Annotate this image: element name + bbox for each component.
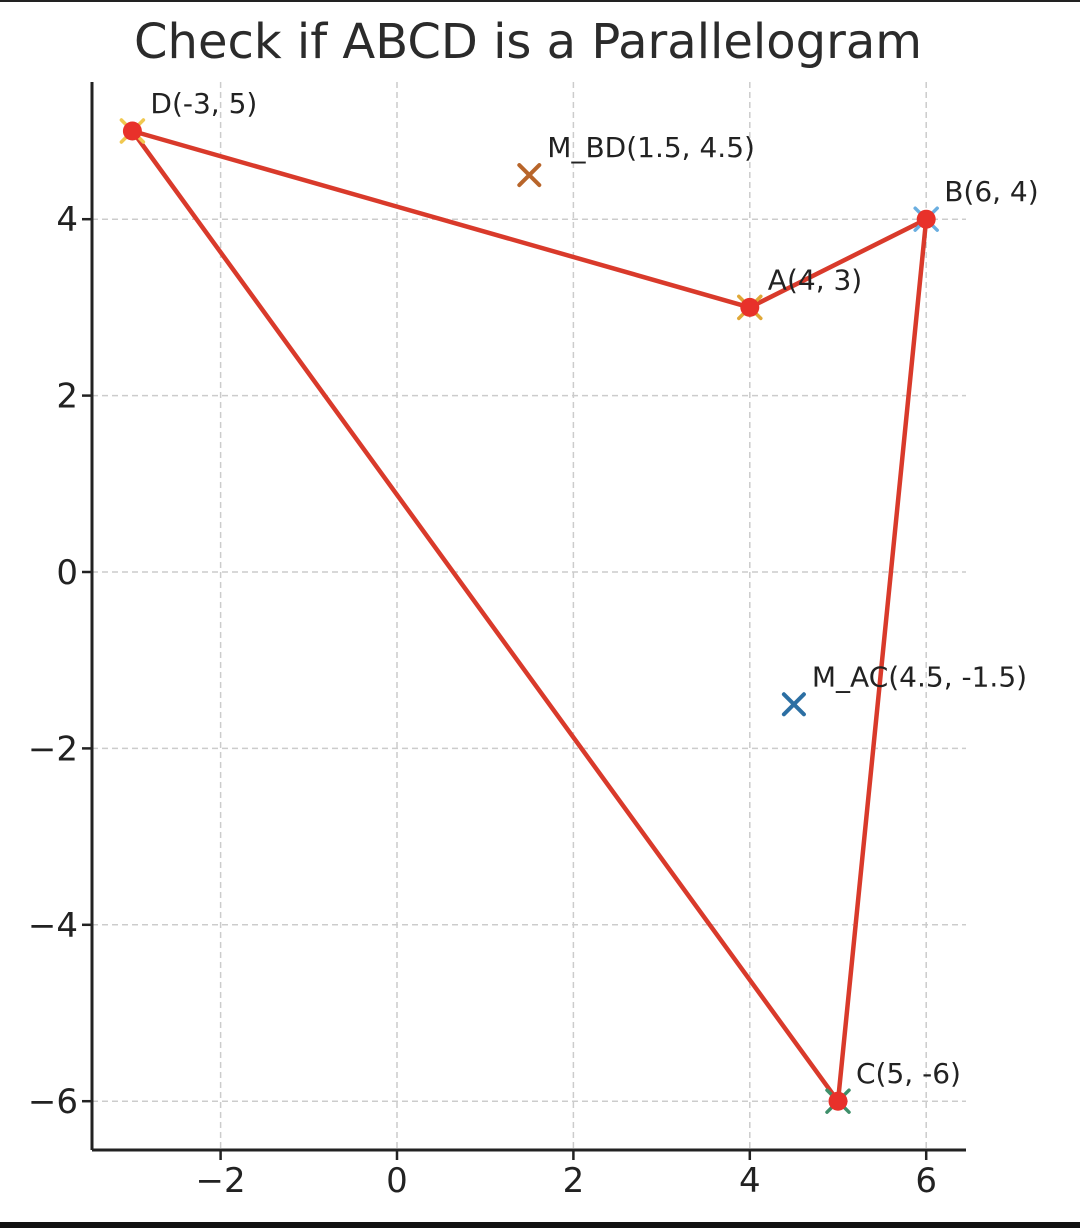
chart-title: Check if ABCD is a Parallelogram [134,14,922,70]
y-tick-label: 0 [56,553,78,593]
vertex-label-B: B(6, 4) [944,175,1038,208]
vertex-point-C [828,1091,848,1111]
top-border [0,0,1080,2]
vertex-point-B [916,209,936,229]
x-tick-label: −2 [196,1161,246,1201]
midpoint-label-M_AC: M_AC(4.5, -1.5) [812,660,1027,693]
bottom-border [0,1222,1080,1228]
midpoint-marker-M_AC-stroke [781,692,806,717]
x-tick-label: 2 [563,1161,585,1201]
ticks-layer: −2 0 2 4 6 4 2 0 −2 −4 −6 [28,200,937,1201]
midpoint-marker-M_AC [781,692,806,717]
midpoint-marker-M_BD-stroke [517,163,542,188]
midpoint-marker-M_BD [517,163,542,188]
y-tick-label: −6 [28,1082,78,1122]
vertex-label-D: D(-3, 5) [150,87,257,120]
midpoint-label-M_BD: M_BD(1.5, 4.5) [547,131,755,164]
markers-layer [119,118,939,1114]
y-tick-label: −2 [28,729,78,769]
vertex-point-A [740,297,760,317]
axes-layer [90,82,966,1152]
vertex-label-C: C(5, -6) [856,1057,961,1090]
labels-layer: A(4, 3) B(6, 4) C(5, -6) D(-3, 5) M_BD(1.5, … [150,87,1038,1090]
grid-layer [92,82,966,1150]
x-tick-label: 6 [915,1161,937,1201]
vertex-label-A: A(4, 3) [768,263,862,296]
y-tick-label: 4 [56,200,78,240]
x-tick-label: 4 [739,1161,761,1201]
x-tick-label: 0 [386,1161,408,1201]
y-tick-label: 2 [56,377,78,417]
y-tick-label: −4 [28,906,78,946]
vertex-point-D [122,121,142,141]
